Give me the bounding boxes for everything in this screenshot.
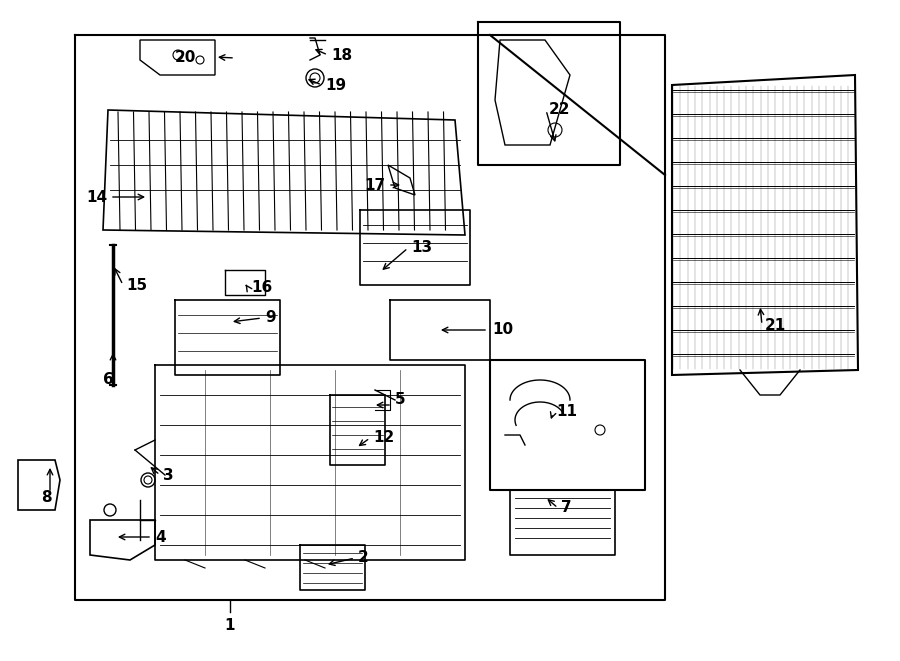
Text: 10: 10 [492, 323, 513, 338]
Text: 16: 16 [251, 280, 272, 295]
Text: 11: 11 [556, 405, 577, 420]
Text: 22: 22 [549, 102, 571, 118]
Text: 6: 6 [103, 373, 113, 387]
Text: 14: 14 [86, 190, 107, 204]
Text: 9: 9 [265, 311, 275, 325]
Text: 8: 8 [40, 490, 51, 506]
Text: 2: 2 [358, 551, 369, 566]
Text: 19: 19 [325, 77, 346, 93]
Text: 7: 7 [561, 500, 572, 516]
Text: 13: 13 [411, 241, 432, 256]
Text: 20: 20 [175, 50, 196, 65]
Text: 18: 18 [331, 48, 352, 63]
Text: 21: 21 [765, 317, 787, 332]
Text: 1: 1 [225, 617, 235, 633]
Text: 12: 12 [373, 430, 394, 446]
Text: 15: 15 [126, 278, 147, 293]
Text: 3: 3 [163, 467, 174, 483]
Text: 5: 5 [395, 393, 406, 407]
Text: 17: 17 [364, 178, 385, 192]
Text: 4: 4 [155, 529, 166, 545]
